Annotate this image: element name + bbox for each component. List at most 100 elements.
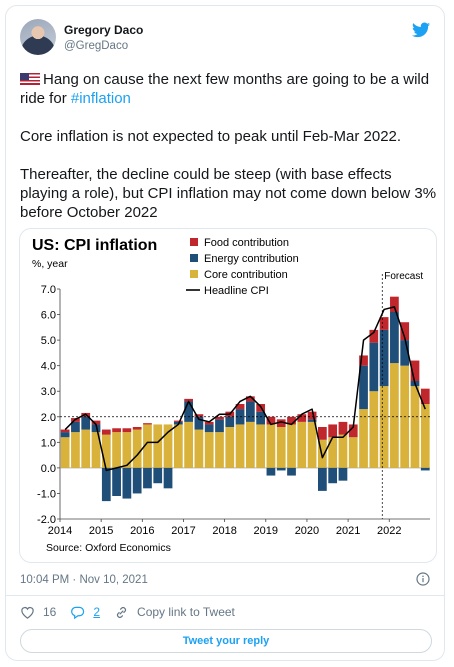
bar-core [91,432,101,468]
bar-core [287,424,296,468]
bar-core [132,429,142,468]
bar-food [318,427,327,440]
headline-cpi-line [64,306,426,472]
bar-core [153,424,163,468]
bar-core [390,363,399,468]
tweet-line-1: Hang on cause the next few months are go… [20,71,430,107]
info-icon[interactable] [416,572,430,586]
copy-link-button[interactable]: Copy link to Tweet [114,605,235,620]
bar-energy [307,419,317,422]
bar-food [132,427,142,430]
bar-energy [266,467,276,476]
bar-core [369,391,379,468]
bar-core [318,439,327,468]
bar-food [204,421,214,425]
bar-food [338,421,348,435]
bar-food [245,396,255,402]
bar-core [245,421,255,468]
x-tick-label: 2017 [171,525,195,537]
legend-swatch-0 [190,238,198,246]
author-name[interactable]: Gregory Daco [64,23,144,37]
bar-energy [143,467,152,489]
bar-energy [225,416,235,427]
bar-food [359,355,368,366]
bar-food [369,329,379,343]
bar-core [194,429,204,468]
bar-energy [369,342,379,392]
bar-core [410,386,420,468]
bar-energy [287,467,296,476]
bar-food [379,317,389,330]
bar-food [420,388,430,404]
bar-core [276,427,286,468]
bar-energy [184,401,193,422]
timestamp[interactable]: 10:04 PM · Nov 10, 2021 [20,574,148,586]
bar-energy [91,424,101,433]
like-count: 16 [43,605,57,619]
bar-core [143,424,152,468]
bar-food [328,424,338,438]
legend-label-3: Headline CPI [204,285,269,297]
bar-energy [153,467,163,484]
reply-button[interactable]: 2 [70,605,100,620]
bar-food [60,429,70,433]
bar-food [287,416,296,425]
bar-food [348,424,358,438]
bar-energy [379,329,389,387]
author-handle[interactable]: @GregDaco [64,40,129,52]
legend-label-1: Energy contribution [204,253,299,265]
bar-core [101,434,111,468]
like-button[interactable]: 16 [20,605,56,620]
hashtag-link[interactable]: #inflation [70,90,131,107]
y-tick-label: 6.0 [41,310,56,322]
legend-label-0: Food contribution [204,237,289,249]
y-tick-label: 5.0 [41,335,56,347]
bar-food [235,404,245,410]
y-tick-label: 7.0 [41,284,56,296]
bar-energy [132,467,142,494]
x-tick-label: 2015 [89,525,113,537]
bar-core [173,424,183,468]
bar-food [307,411,317,420]
chart-title: US: CPI inflation [32,237,157,254]
bar-energy [101,467,111,502]
chart-image[interactable]: US: CPI inflation %, year Food contributio… [19,228,437,563]
bar-core [338,434,348,468]
bar-core [297,421,307,468]
bar-food [390,296,399,312]
bar-food [112,428,121,433]
bar-core [60,437,70,468]
bar-core [328,437,338,468]
bar-food [297,414,307,422]
legend-label-2: Core contribution [204,269,288,281]
bar-core [204,432,214,468]
bar-food [91,420,101,425]
y-tick-label: 2.0 [41,412,56,424]
bar-food [400,322,410,341]
bar-core [256,424,266,468]
bar-energy [359,365,368,410]
y-tick-label: 4.0 [41,361,56,373]
bar-core [163,424,173,468]
reply-count: 2 [93,605,101,619]
y-tick-label: 3.0 [41,386,56,398]
bar-energy [112,467,121,496]
bar-core [215,432,224,468]
twitter-bird-icon[interactable] [412,22,430,38]
tweet-your-reply-button[interactable]: Tweet your reply [20,629,432,653]
chart-source: Source: Oxford Economics [46,542,171,554]
bar-core [81,429,91,468]
heart-icon [21,606,34,619]
bar-energy [81,416,91,430]
tweet-paragraph-1: Hang on cause the next few months are go… [20,70,440,108]
avatar[interactable] [20,19,56,55]
tweet-paragraph-2: Core inflation is not expected to peak u… [20,128,402,145]
x-tick-label: 2021 [336,525,360,537]
copy-link-label: Copy link to Tweet [137,605,235,619]
x-tick-label: 2016 [130,525,154,537]
bar-energy [420,467,430,471]
bar-food [410,360,420,381]
bar-food [215,416,224,420]
bar-energy [194,416,204,430]
bar-core [112,432,121,468]
